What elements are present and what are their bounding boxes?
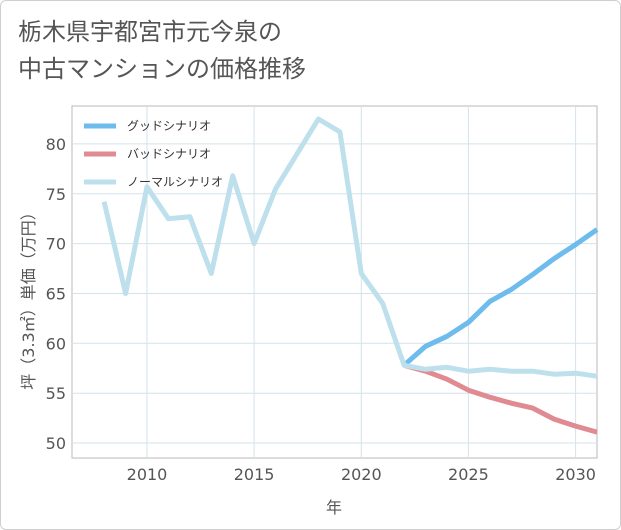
y-tick-label-60: 60 <box>46 334 66 353</box>
legend-label-1: バッドシナリオ <box>127 147 211 161</box>
legend-label-0: グッドシナリオ <box>127 119 211 133</box>
y-axis-title: 坪（3.3㎡）単価（万円） <box>19 204 38 389</box>
y-tick-label-75: 75 <box>46 185 66 204</box>
y-tick-label-65: 65 <box>46 285 66 304</box>
y-tick-label-70: 70 <box>46 235 66 254</box>
x-axis-title: 年 <box>326 498 342 517</box>
series-lines <box>101 116 599 435</box>
x-tick-label-2025: 2025 <box>448 465 489 484</box>
x-tick-label-2010: 2010 <box>127 465 168 484</box>
x-tick-label-2015: 2015 <box>234 465 275 484</box>
series-line-1 <box>403 362 598 435</box>
chart-title: 栃木県宇都宮市元今泉の 中古マンションの価格推移 <box>18 14 306 88</box>
grid-lines <box>72 106 597 458</box>
y-tick-label-80: 80 <box>46 135 66 154</box>
x-tick-label-2020: 2020 <box>341 465 382 484</box>
axis-ticks: 2010 2015 2020 2025 2030 50 55 60 65 70 75 80 <box>46 135 596 484</box>
y-tick-label-50: 50 <box>46 434 66 453</box>
y-tick-label-55: 55 <box>46 384 66 403</box>
chart-title-line-2: 中古マンションの価格推移 <box>18 55 306 83</box>
plot-area <box>71 105 598 459</box>
chart-title-line-1: 栃木県宇都宮市元今泉の <box>18 18 282 46</box>
series-line-0 <box>402 227 599 368</box>
x-tick-label-2030: 2030 <box>555 465 596 484</box>
series-line-2 <box>101 116 598 379</box>
legend-label-2: ノーマルシナリオ <box>127 175 223 189</box>
